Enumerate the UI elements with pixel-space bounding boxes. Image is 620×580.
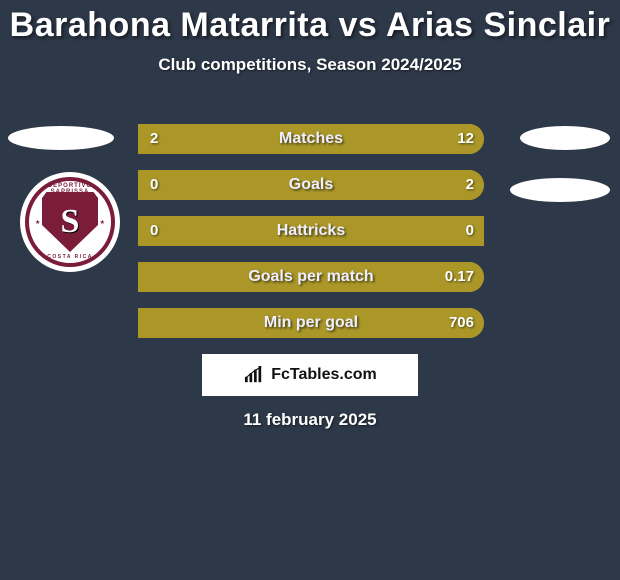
- club-crest: DEPORTIVO SAPRISSA ★ ★ S · COSTA RICA ·: [20, 172, 120, 272]
- bar-value-right: 12: [457, 124, 474, 154]
- bar-fill-right: [138, 216, 484, 246]
- stat-bars-region: 212Matches02Goals00Hattricks0.17Goals pe…: [138, 124, 484, 354]
- stat-bar-row: 706Min per goal: [138, 308, 484, 338]
- page-title: Barahona Matarrita vs Arias Sinclair: [0, 0, 620, 45]
- player-right-placeholder-1: [520, 126, 610, 150]
- brand-text: FcTables.com: [271, 366, 377, 384]
- crest-bottom-text: · COSTA RICA ·: [29, 254, 111, 260]
- bar-fill-right: [138, 124, 484, 154]
- bar-value-left: 0: [150, 216, 158, 246]
- star-icon: ★: [35, 219, 40, 226]
- bar-value-left: 2: [150, 124, 158, 154]
- subtitle: Club competitions, Season 2024/2025: [0, 55, 620, 75]
- brand-box: FcTables.com: [202, 354, 418, 396]
- crest-letter: S: [61, 203, 80, 241]
- stat-bar-row: 212Matches: [138, 124, 484, 154]
- stat-bar-row: 02Goals: [138, 170, 484, 200]
- bar-value-right: 706: [449, 308, 474, 338]
- stat-bar-row: 0.17Goals per match: [138, 262, 484, 292]
- bar-value-right: 2: [466, 170, 474, 200]
- date-label: 11 february 2025: [0, 410, 620, 430]
- bar-value-left: 0: [150, 170, 158, 200]
- bar-fill-right: [138, 262, 484, 292]
- bar-fill-right: [138, 170, 484, 200]
- comparison-infographic: Barahona Matarrita vs Arias Sinclair Clu…: [0, 0, 620, 580]
- bar-fill-right: [138, 308, 484, 338]
- star-icon: ★: [100, 219, 105, 226]
- player-left-placeholder: [8, 126, 114, 150]
- player-right-placeholder-2: [510, 178, 610, 202]
- bar-value-right: 0.17: [445, 262, 474, 292]
- bar-chart-icon: [243, 366, 265, 384]
- bar-value-right: 0: [466, 216, 474, 246]
- stat-bar-row: 00Hattricks: [138, 216, 484, 246]
- crest-shield: S: [42, 192, 98, 252]
- crest-ring: DEPORTIVO SAPRISSA ★ ★ S · COSTA RICA ·: [25, 177, 115, 267]
- crest-outer-circle: DEPORTIVO SAPRISSA ★ ★ S · COSTA RICA ·: [20, 172, 120, 272]
